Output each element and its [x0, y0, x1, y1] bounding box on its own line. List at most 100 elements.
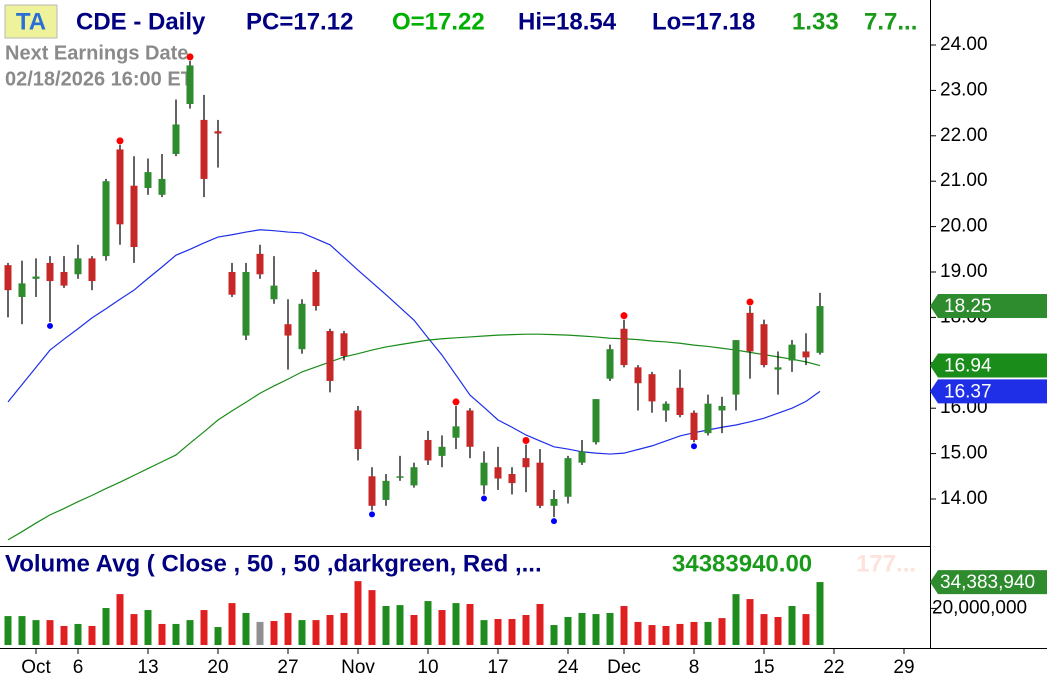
volume-bar — [648, 625, 656, 645]
swing-high-dot — [186, 53, 194, 61]
candle-body — [578, 451, 586, 463]
y-tick-label: 14.00 — [940, 488, 988, 509]
volume-bar — [466, 604, 474, 645]
volume-bar — [382, 606, 390, 645]
volume-bar — [46, 620, 54, 645]
volume-bar — [718, 618, 726, 645]
annotation: Next Earnings Date — [5, 42, 188, 64]
swing-high-dot — [746, 298, 754, 306]
volume-bar — [452, 603, 460, 645]
badge-box — [4, 4, 58, 39]
x-tick-label: Nov — [341, 657, 375, 676]
volume-bar — [354, 581, 362, 645]
volume-tag — [930, 570, 1047, 595]
candle-body — [158, 178, 166, 195]
price-tag-label: 16.37 — [944, 381, 992, 402]
x-tick-label: 20 — [207, 657, 228, 676]
moving-average-line — [7, 229, 821, 455]
candle-body — [522, 458, 530, 468]
volume-bar — [494, 619, 502, 645]
header-item: 1.33 — [792, 8, 839, 35]
x-tick-label: 13 — [137, 657, 158, 676]
x-tick-label: Oct — [21, 657, 51, 676]
volume-bar — [620, 606, 628, 645]
volume-bar — [690, 621, 698, 645]
volume-bar — [480, 620, 488, 645]
candle-body — [606, 349, 614, 379]
candle-body — [382, 480, 390, 500]
candle-body — [480, 462, 488, 486]
swing-low-dot — [369, 511, 375, 518]
candle-body — [788, 344, 796, 361]
volume-bar — [326, 614, 334, 645]
y-tick-label: 22.00 — [940, 125, 988, 146]
chart-title: CDE - Daily — [76, 8, 206, 35]
volume-bar — [522, 614, 530, 645]
candle-body — [410, 467, 418, 486]
volume-bar — [508, 619, 516, 645]
candle-body — [228, 272, 236, 295]
candle-body — [592, 399, 600, 443]
candle-body — [172, 124, 180, 154]
price-tag-label: 16.94 — [944, 356, 992, 377]
volume-bar — [774, 616, 782, 645]
candle-body — [354, 410, 362, 450]
volume-bar — [732, 594, 740, 645]
volume-bar — [4, 616, 12, 645]
candle-body — [18, 283, 26, 297]
volume-bar — [704, 621, 712, 645]
candle-body — [130, 185, 138, 248]
candle-body — [32, 276, 40, 279]
candle-body — [634, 367, 642, 384]
candle-body — [144, 172, 152, 189]
badge: TA — [16, 8, 46, 35]
swing-high-dot — [620, 312, 628, 320]
candle-body — [466, 410, 474, 447]
candle-body — [186, 65, 194, 105]
candle-body — [256, 253, 264, 275]
volume-bar — [368, 590, 376, 645]
candle-body — [396, 476, 404, 478]
volume-bar — [242, 612, 250, 645]
candle-body — [312, 272, 320, 307]
volume-bar — [438, 610, 446, 645]
candle-body — [298, 303, 306, 350]
candle-body — [270, 285, 278, 300]
candle-body — [326, 331, 334, 381]
candle-body — [438, 446, 446, 456]
swing-high-dot — [116, 137, 124, 145]
price-tag — [930, 353, 1047, 378]
candle-body — [4, 265, 12, 291]
candle-body — [662, 403, 670, 411]
volume-bar — [788, 606, 796, 645]
candle-body — [746, 312, 754, 352]
candle-body — [508, 474, 516, 484]
candle-body — [676, 387, 684, 416]
candle-body — [704, 403, 712, 434]
y-tick-label: 24.00 — [940, 34, 988, 55]
volume-bar — [550, 625, 558, 645]
candle-body — [802, 351, 810, 358]
candle-body — [102, 181, 110, 257]
candle-body — [732, 340, 740, 395]
volume-bar — [284, 612, 292, 645]
volume-bar — [256, 621, 264, 645]
annotation: 02/18/2026 16:00 ET — [5, 68, 193, 90]
candle-body — [214, 131, 222, 134]
candle-body — [494, 467, 502, 479]
y-tick-label: 15.00 — [940, 443, 988, 464]
candle-body — [368, 476, 376, 506]
volume-bar — [536, 604, 544, 645]
volume-bar — [606, 612, 614, 645]
y-tick-label: 21.00 — [940, 170, 988, 191]
volume-bar — [102, 608, 110, 645]
volume-bar — [760, 614, 768, 645]
volume-bar — [130, 614, 138, 645]
candle-body — [536, 462, 544, 506]
candle-body — [60, 272, 68, 286]
volume-bar — [802, 614, 810, 645]
x-tick-label: 6 — [73, 657, 84, 676]
